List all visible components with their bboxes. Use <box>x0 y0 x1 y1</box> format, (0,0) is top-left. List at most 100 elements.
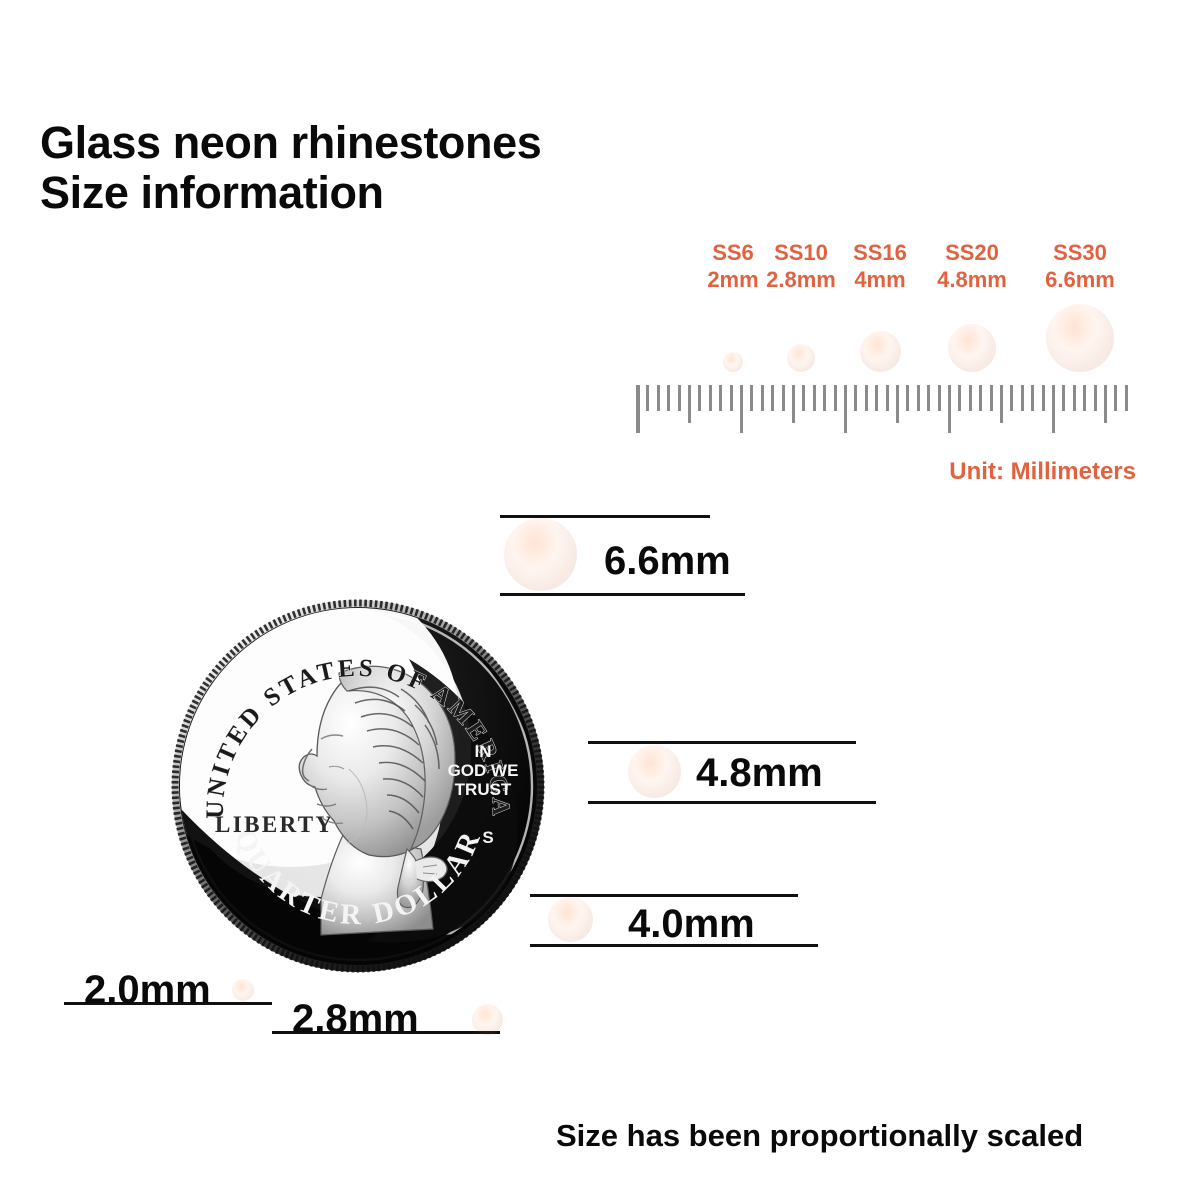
scale-bead-ss6 <box>723 352 743 372</box>
ruler-tick <box>958 385 961 411</box>
ruler-tick <box>834 385 837 411</box>
measurement-label-m-4-0: 4.0mm <box>628 902 755 946</box>
bead-texture <box>1046 304 1114 372</box>
ruler-tick <box>875 385 878 411</box>
measurement-guide-line-bottom <box>272 1031 500 1034</box>
size-scale-mm: 2.8mm <box>766 266 836 292</box>
size-scale-label-ss20: SS20 4.8mm <box>912 240 1032 294</box>
size-scale-mm: 2mm <box>707 266 759 292</box>
ruler-tick <box>1104 385 1107 423</box>
bead-texture <box>504 518 577 591</box>
size-scale-mm: 6.6mm <box>1045 266 1115 292</box>
bead-texture <box>948 324 996 372</box>
measurement-label-m-2-0: 2.0mm <box>84 968 211 1012</box>
ruler-tick <box>678 385 681 411</box>
ruler-tick <box>865 385 868 411</box>
ruler-tick <box>698 385 701 411</box>
size-scale-mm: 4mm <box>854 266 906 292</box>
ruler-tick <box>1000 385 1003 423</box>
ruler-tick <box>646 385 649 411</box>
ruler-tick <box>938 385 941 411</box>
us-quarter-coin: UNITED STATES OF AMERICA QUARTER DOLLAR … <box>171 599 545 973</box>
measurement-guide-line-bottom <box>588 801 876 804</box>
ruler-tick <box>1094 385 1097 411</box>
coin-motto: IN GOD WE TRUST <box>448 742 519 799</box>
coin-mint-mark: S <box>482 828 493 847</box>
measurement-bead-m-4-0 <box>548 897 593 942</box>
millimeter-ruler <box>636 385 1128 435</box>
unit-label: Unit: Millimeters <box>949 458 1136 485</box>
measurement-guide-line-top <box>588 741 856 744</box>
size-scale-label-ss6: SS6 2mm <box>673 240 793 294</box>
size-scale-code: SS20 <box>945 240 999 265</box>
scale-bead-ss20 <box>948 324 996 372</box>
ruler-tick <box>927 385 930 411</box>
ruler-tick <box>823 385 826 411</box>
ruler-tick <box>1021 385 1024 411</box>
ruler-tick <box>782 385 785 411</box>
ruler-tick <box>896 385 899 423</box>
size-scale-code: SS6 <box>712 240 754 265</box>
ruler-tick <box>1042 385 1045 411</box>
measurement-guide-line-bottom <box>500 593 745 596</box>
measurement-bead-m-2-0 <box>232 979 254 1001</box>
ruler-tick <box>854 385 857 411</box>
ruler-tick <box>657 385 660 411</box>
scale-bead-ss10 <box>787 344 815 372</box>
ruler-tick <box>802 385 805 411</box>
bead-texture <box>548 897 593 942</box>
size-scale-code: SS16 <box>853 240 907 265</box>
bead-texture <box>723 352 743 372</box>
scale-bead-ss30 <box>1046 304 1114 372</box>
ruler-tick <box>844 385 847 433</box>
ruler-tick <box>636 385 640 433</box>
page-title-line-2: Size information <box>40 167 384 219</box>
coin-svg: UNITED STATES OF AMERICA QUARTER DOLLAR … <box>171 599 545 973</box>
ruler-tick <box>1010 385 1013 411</box>
measurement-guide-line-bottom <box>530 944 818 947</box>
ruler-tick <box>1114 385 1117 411</box>
measurement-label-m-6-6: 6.6mm <box>604 539 731 583</box>
ruler-tick <box>979 385 982 411</box>
scale-bead-ss16 <box>859 331 901 372</box>
ruler-tick <box>761 385 764 411</box>
ruler-tick <box>740 385 743 433</box>
measurement-guide-line-top <box>500 515 710 518</box>
ruler-tick <box>750 385 753 411</box>
footer-note: Size has been proportionally scaled <box>556 1118 1084 1153</box>
size-scale-label-ss30: SS30 6.6mm <box>1020 240 1140 294</box>
ruler-tick <box>886 385 889 411</box>
bead-texture <box>232 979 254 1001</box>
ruler-tick <box>709 385 712 411</box>
size-scale-chart: SS6 2mm SS10 2.8mm SS16 4mm SS20 4.8mm SS30 6.6mm <box>636 240 1136 490</box>
page-title: Glass neon rhinestones Size information <box>40 117 542 219</box>
ruler-tick <box>906 385 909 411</box>
bead-texture <box>787 344 815 372</box>
ruler-tick <box>990 385 993 411</box>
ruler-tick <box>1073 385 1076 411</box>
size-scale-mm: 4.8mm <box>937 266 1007 292</box>
coin-liberty: LIBERTY <box>215 812 335 837</box>
ruler-tick <box>917 385 920 411</box>
measurement-guide-line-top <box>530 894 798 897</box>
measurement-label-m-2-8: 2.8mm <box>292 997 419 1041</box>
ruler-tick <box>730 385 733 411</box>
ruler-tick <box>813 385 816 411</box>
size-scale-label-ss16: SS16 4mm <box>820 240 940 294</box>
bead-texture <box>628 745 681 798</box>
ruler-tick <box>688 385 691 423</box>
ruler-tick <box>1052 385 1055 433</box>
bead-texture <box>859 331 901 372</box>
measurement-guide-line-bottom <box>64 1002 272 1005</box>
measurement-bead-m-2-8 <box>472 1004 503 1035</box>
measurement-label-m-4-8: 4.8mm <box>696 751 823 795</box>
size-scale-code: SS30 <box>1053 240 1107 265</box>
ruler-tick <box>1083 385 1086 411</box>
measurement-bead-m-4-8 <box>628 745 681 798</box>
svg-text:IN: IN <box>475 742 492 761</box>
svg-text:GOD WE: GOD WE <box>448 761 519 780</box>
